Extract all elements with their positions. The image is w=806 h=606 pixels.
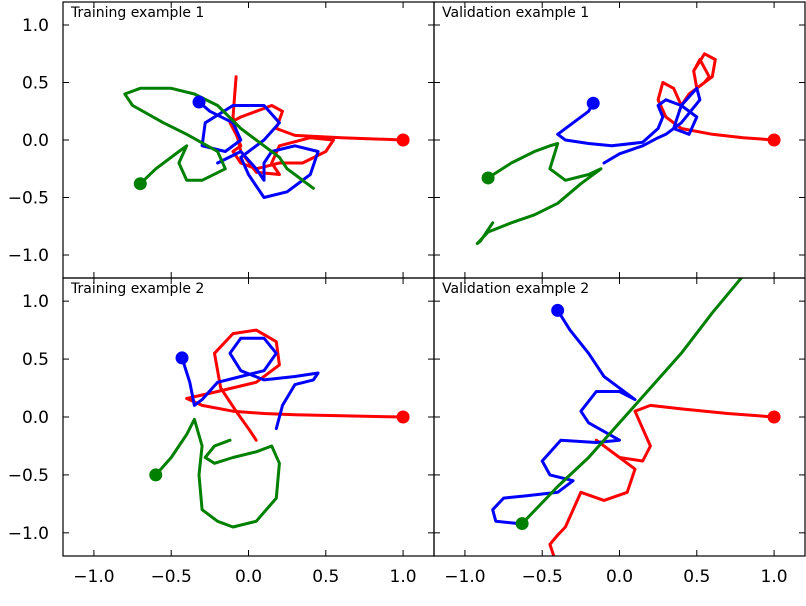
plot-area — [123, 75, 410, 199]
y-tick-label: −1.0 — [8, 246, 49, 266]
plot-area — [475, 52, 781, 245]
start-point-2 — [192, 95, 206, 109]
series-line-1 — [656, 52, 776, 142]
panel-1: 1.0 0.5 0.0 −0.5 −1.0 Training example 1 — [8, 1, 435, 279]
x-tick-label: 1.0 — [761, 567, 788, 587]
start-point-3 — [133, 177, 147, 191]
start-point-3 — [515, 517, 529, 531]
series-line-1 — [548, 403, 776, 556]
start-point-3 — [149, 468, 163, 482]
series-line-2 — [491, 308, 637, 526]
x-tick-label: 0.5 — [683, 567, 710, 587]
x-tick-label: −1.0 — [73, 567, 114, 587]
panel-title: Validation example 1 — [442, 5, 589, 21]
start-point-3 — [481, 171, 495, 185]
panel-2: Validation example 1 — [433, 1, 806, 279]
series-line-3 — [154, 417, 281, 529]
start-point-1 — [396, 410, 410, 424]
start-point-1 — [767, 410, 781, 424]
panel-title: Validation example 2 — [442, 281, 589, 297]
y-tick-label: 0.5 — [22, 350, 49, 370]
x-tick-label: 1.0 — [390, 567, 417, 587]
start-point-2 — [175, 351, 189, 365]
axes-frame — [433, 1, 806, 279]
y-tick-label: −1.0 — [8, 524, 49, 544]
x-tick-label: −0.5 — [522, 567, 563, 587]
series-line-2 — [197, 100, 320, 199]
series-line-2 — [180, 336, 320, 431]
y-tick-label: −0.5 — [8, 189, 49, 209]
series-line-3 — [123, 86, 315, 190]
start-point-1 — [396, 133, 410, 147]
series-line-2 — [556, 86, 702, 165]
y-tick-label: 1.0 — [22, 16, 49, 36]
x-tick-label: 0.5 — [312, 567, 339, 587]
x-tick-label: −0.5 — [151, 567, 192, 587]
x-tick-label: 0.0 — [606, 567, 633, 587]
axes-frame — [433, 277, 806, 557]
series-line-3 — [475, 142, 603, 245]
y-tick-label: 0.0 — [22, 131, 49, 151]
y-tick-label: 0.5 — [22, 74, 49, 94]
y-tick-label: 1.0 — [22, 292, 49, 312]
y-tick-label: 0.0 — [22, 408, 49, 428]
x-tick-label: −1.0 — [444, 567, 485, 587]
series-line-3 — [520, 278, 744, 526]
panel-title: Training example 1 — [70, 5, 204, 21]
panel-4: −1.0 −0.5 0.0 0.5 1.0 Validation example 2 — [433, 277, 806, 587]
plot-area — [149, 328, 410, 529]
plot-area — [491, 278, 781, 556]
start-point-1 — [767, 133, 781, 147]
panel-3: 1.0 0.5 0.0 −0.5 −1.0 −1.0 −0.5 0.0 0.5 1.0 Traini… — [8, 277, 435, 587]
start-point-2 — [551, 303, 565, 317]
x-tick-label: 0.0 — [235, 567, 262, 587]
panel-title: Training example 2 — [70, 281, 204, 297]
series-line-1 — [185, 328, 405, 442]
start-point-2 — [586, 96, 600, 110]
y-tick-label: −0.5 — [8, 466, 49, 486]
